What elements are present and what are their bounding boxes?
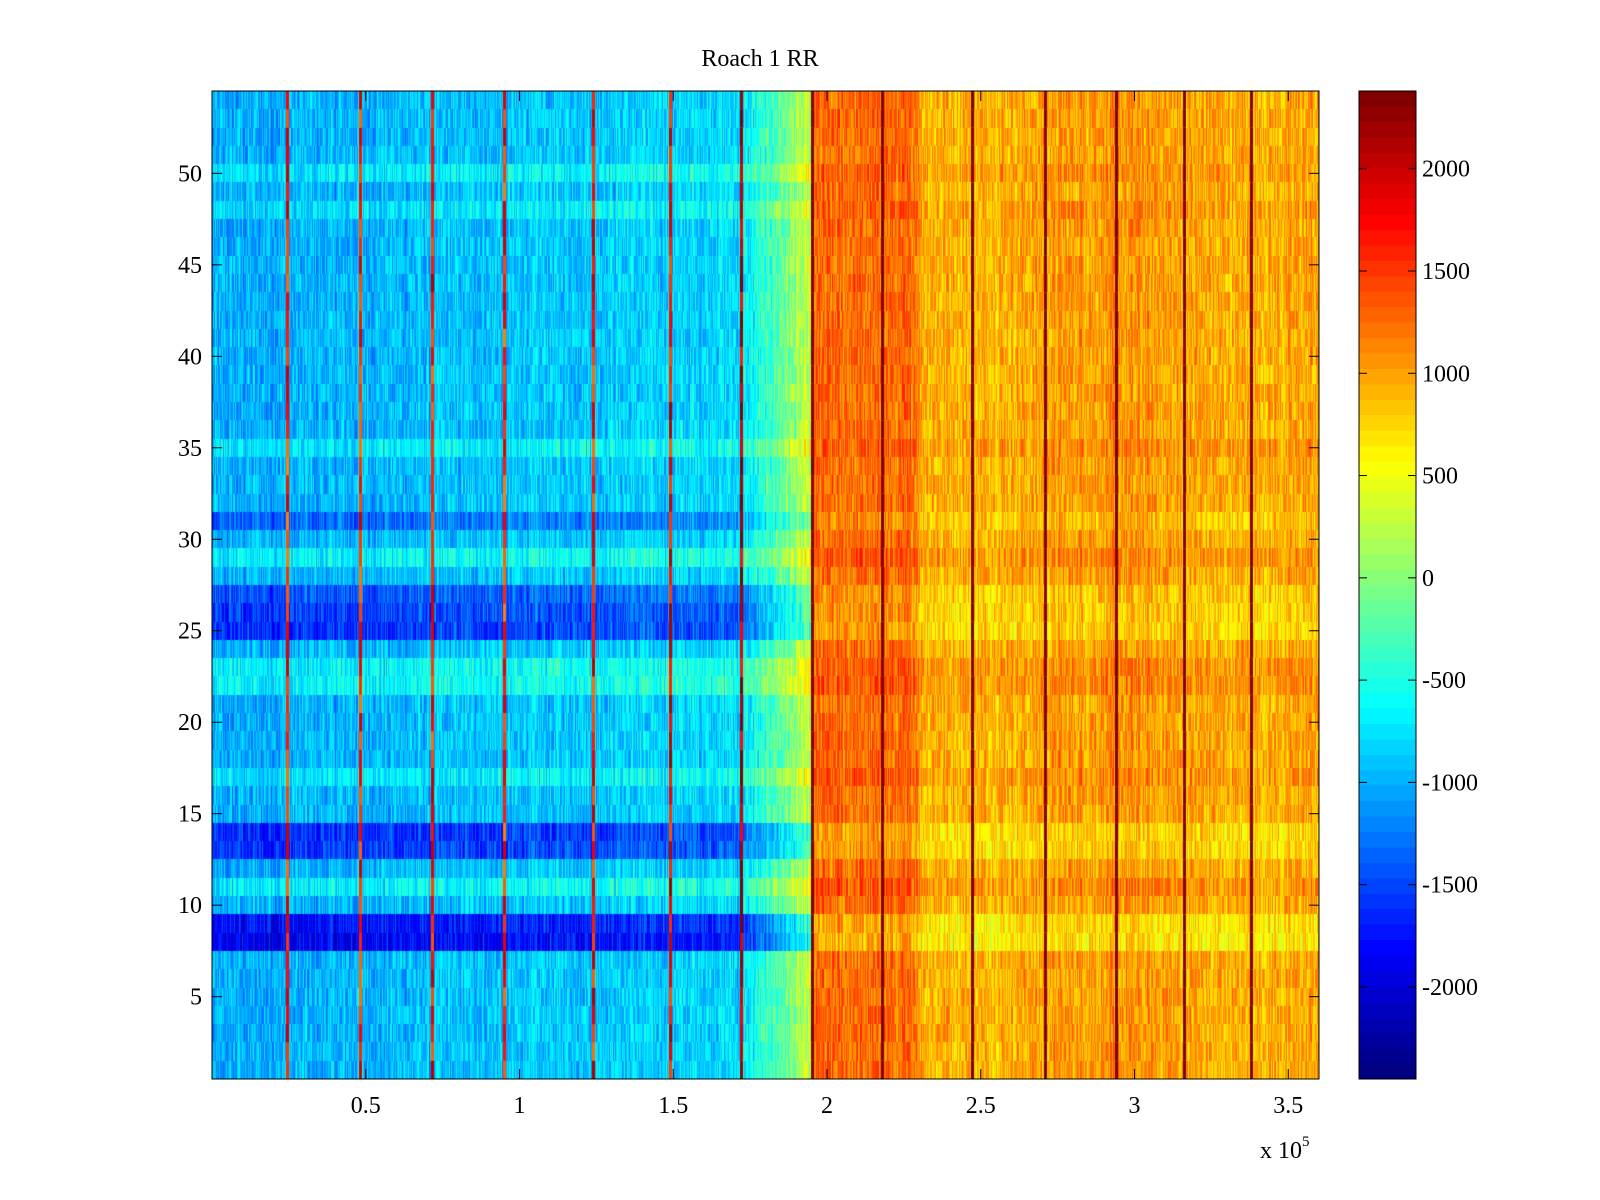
colorbar-tick-label: -500 [1422,668,1466,694]
x-tick-label: 2.5 [966,1093,996,1119]
x-tick-label: 1.5 [658,1093,688,1119]
colorbar-tick-label: 0 [1422,566,1434,592]
x-axis-multiplier: x 105 [1260,1134,1310,1164]
plot-area [211,90,1320,1080]
colorbar-tick-label: 2000 [1422,157,1470,183]
x-tick-label: 3.5 [1273,1093,1303,1119]
colorbar-tick-label: 1500 [1422,259,1470,285]
x-multiplier-exponent: 5 [1302,1134,1310,1150]
colorbar-tick-label: -2000 [1422,975,1478,1001]
x-tick-label: 2 [821,1093,833,1119]
y-tick-label: 35 [178,436,202,462]
x-tick-label: 3 [1129,1093,1141,1119]
y-tick-label: 5 [190,985,202,1011]
x-tick-label: 0.5 [351,1093,381,1119]
colorbar-frame [1358,90,1417,1080]
y-tick-label: 10 [178,893,202,919]
colorbar-tick-label: 500 [1422,464,1458,490]
y-tick-label: 15 [178,802,202,828]
x-multiplier-base: x 10 [1260,1138,1302,1164]
chart-title: Roach 1 RR [701,46,818,72]
x-tick-label: 1 [514,1093,526,1119]
y-tick-label: 20 [178,710,202,736]
colorbar-tick-label: -1500 [1422,873,1478,899]
colorbar-gradient [1359,91,1416,1079]
y-axis: 5 10 15 20 25 30 35 40 45 50 [178,161,1319,1011]
colorbar: -2000 -1500 -1000 -500 0 500 1000 1500 2000 [1358,90,1478,1080]
x-axis: 0.5 1 1.5 2 2.5 3 3.5 [351,91,1303,1119]
y-tick-label: 45 [178,253,202,279]
y-tick-label: 30 [178,527,202,553]
plot-frame [211,90,1320,1080]
heatmap-image [212,91,1319,1079]
colorbar-tick-label: -1000 [1422,770,1478,796]
colorbar-ticks: -2000 -1500 -1000 -500 0 500 1000 1500 2000 [1359,157,1478,1001]
y-tick-label: 40 [178,344,202,370]
y-tick-label: 50 [178,161,202,187]
y-tick-label: 25 [178,619,202,645]
colorbar-tick-label: 1000 [1422,361,1470,387]
